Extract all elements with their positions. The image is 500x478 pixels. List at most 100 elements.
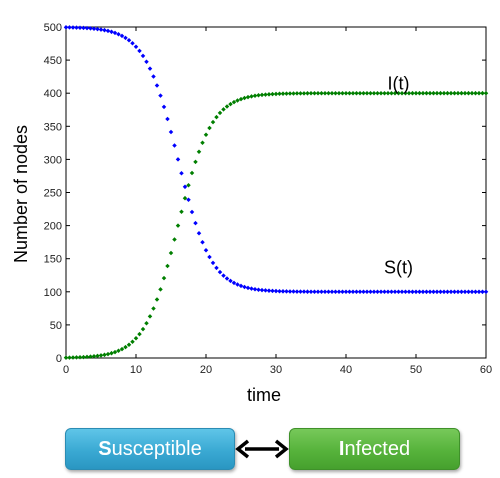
data-point — [109, 29, 114, 35]
data-point — [63, 25, 69, 30]
data-point — [483, 289, 489, 295]
data-point — [84, 354, 90, 360]
data-point — [284, 289, 289, 294]
data-point — [140, 326, 146, 332]
data-point — [95, 26, 100, 32]
x-tick-label: 50 — [410, 364, 422, 376]
data-point — [280, 289, 286, 294]
data-point — [277, 288, 282, 294]
x-axis-ticks: 0 10 20 30 40 50 60 — [63, 27, 492, 376]
data-point — [406, 289, 412, 295]
data-point — [210, 260, 216, 266]
data-point — [301, 289, 307, 294]
x-tick-label: 40 — [340, 364, 352, 376]
data-point — [441, 289, 447, 295]
data-point — [452, 289, 457, 295]
data-point — [123, 35, 128, 41]
y-tick-label: 100 — [44, 287, 62, 299]
data-point — [354, 289, 359, 295]
data-point — [245, 285, 251, 291]
data-point — [74, 25, 79, 30]
data-point — [424, 289, 429, 295]
data-point — [420, 289, 426, 295]
data-point — [266, 288, 272, 293]
plot-area — [65, 26, 487, 359]
data-point — [347, 289, 352, 295]
data-point — [385, 289, 391, 295]
data-point — [252, 286, 258, 292]
data-point — [259, 287, 265, 293]
data-point — [315, 289, 321, 295]
susceptible-initial: S — [98, 437, 112, 460]
y-tick-label: 450 — [44, 55, 62, 67]
data-point — [459, 289, 464, 295]
data-point — [427, 289, 433, 295]
data-point — [413, 289, 419, 295]
data-point — [231, 280, 237, 286]
data-point — [137, 331, 142, 337]
data-point — [336, 289, 342, 295]
data-point — [378, 289, 384, 295]
data-point — [329, 289, 335, 295]
data-point — [207, 125, 212, 131]
data-point — [308, 289, 314, 294]
data-point — [319, 289, 324, 295]
data-point — [130, 339, 135, 345]
data-point — [357, 289, 363, 295]
data-point — [256, 287, 261, 292]
data-point — [116, 31, 121, 37]
data-point — [214, 265, 219, 271]
y-tick-label: 200 — [44, 221, 62, 233]
data-point — [333, 289, 338, 295]
data-point — [375, 289, 380, 295]
data-point — [305, 289, 310, 294]
data-point — [81, 25, 86, 31]
data-point — [207, 254, 212, 260]
data-point — [151, 306, 156, 311]
data-point — [147, 314, 153, 319]
y-tick-label: 350 — [44, 121, 62, 133]
data-point — [238, 283, 244, 289]
data-point — [84, 25, 90, 31]
data-point — [434, 289, 440, 295]
data-point — [326, 289, 331, 295]
y-tick-label: 500 — [44, 22, 62, 34]
data-point — [67, 25, 72, 30]
data-point — [361, 289, 366, 295]
y-tick-label: 250 — [44, 188, 62, 200]
data-point — [340, 289, 345, 295]
data-point — [224, 276, 230, 281]
data-point — [133, 336, 139, 341]
y-axis-title: Number of nodes — [11, 125, 31, 263]
data-point — [462, 289, 468, 295]
data-point — [144, 320, 149, 326]
data-point — [98, 27, 104, 32]
data-point — [294, 289, 300, 294]
data-point — [480, 289, 485, 295]
data-point — [399, 289, 405, 295]
data-point — [270, 288, 275, 294]
data-point — [123, 344, 128, 350]
data-point — [410, 289, 415, 295]
data-point — [70, 25, 76, 30]
data-point — [126, 342, 132, 347]
x-tick-label: 20 — [200, 364, 212, 376]
data-point — [455, 289, 461, 295]
data-point — [389, 289, 394, 295]
data-point — [476, 289, 482, 295]
data-point — [445, 289, 450, 295]
data-point — [165, 263, 170, 269]
x-tick-label: 60 — [480, 364, 492, 376]
x-tick-label: 10 — [130, 364, 142, 376]
x-tick-label: 30 — [270, 364, 282, 376]
data-point — [161, 275, 167, 281]
data-point — [371, 289, 377, 295]
data-point — [221, 273, 226, 278]
data-point — [249, 286, 254, 291]
data-point — [298, 289, 303, 294]
double-arrow-icon — [235, 439, 289, 459]
data-point — [431, 289, 436, 295]
data-point — [473, 289, 478, 295]
